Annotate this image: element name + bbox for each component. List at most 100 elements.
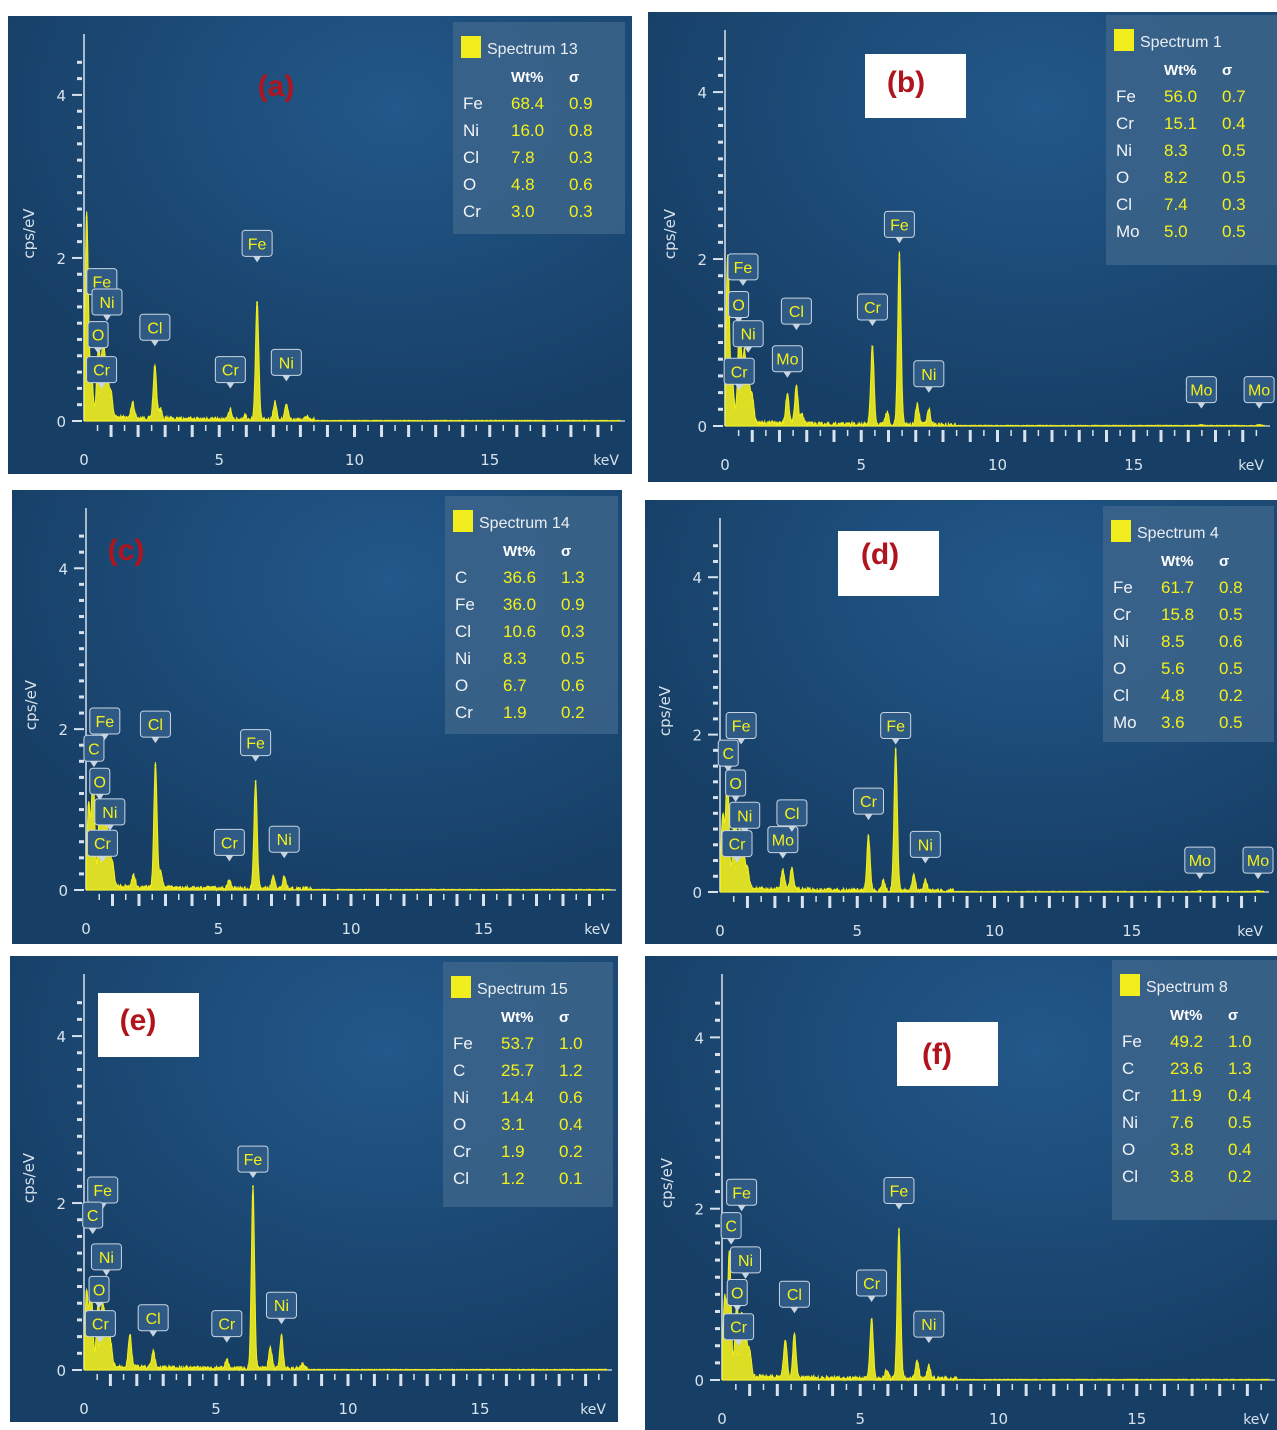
- peak-label: Fe: [880, 712, 912, 745]
- spectrum-trace: [724, 251, 1266, 428]
- x-tick-label: 10: [345, 451, 364, 469]
- legend-header-sigma: σ: [569, 69, 579, 86]
- legend-sigma-value: 1.2: [559, 1061, 583, 1080]
- peak-label-pointer: [95, 1302, 104, 1309]
- spectrum-peak: [1258, 424, 1261, 427]
- x-tick-label: 10: [341, 920, 360, 938]
- peak-label-box: [721, 830, 753, 858]
- peak-label-box: [84, 1310, 116, 1338]
- legend-sigma-value: 0.5: [1222, 222, 1246, 241]
- legend-wt-value: 1.9: [501, 1142, 525, 1161]
- peak-label-box: [723, 1313, 755, 1341]
- legend-sigma-value: 0.3: [569, 202, 593, 221]
- legend-element: O: [1113, 659, 1126, 678]
- peak-label-pointer: [94, 347, 103, 354]
- legend-wt-value: 15.1: [1164, 114, 1197, 133]
- legend-wt-value: 1.2: [501, 1169, 525, 1188]
- legend-element: Ni: [1116, 141, 1132, 160]
- legend-header-wt: Wt%: [1161, 553, 1194, 570]
- peak-label: Ni: [91, 288, 123, 322]
- peak-label: Mo: [771, 345, 803, 378]
- spectrum-peak: [898, 253, 901, 256]
- legend-table: Spectrum 1 Wt% σ Fe 56.0 0.7 Cr 15.1 0.4 Ni 8.3 0.5…: [1106, 15, 1277, 265]
- eds-panel-e: 0 2 4 cps/eV 0 5 10 15 keV Fe C Ni O Cr Cl Cr Fe Ni Spectr…: [10, 956, 618, 1422]
- x-tick-label: 0: [79, 1400, 89, 1418]
- legend-sigma-value: 0.3: [561, 622, 585, 641]
- legend-background: [443, 962, 613, 1207]
- peak-label-pointer: [737, 1205, 746, 1212]
- x-axis-unit: keV: [580, 1402, 606, 1418]
- legend-sigma-value: 0.6: [559, 1088, 583, 1107]
- legend-element: Fe: [463, 94, 483, 113]
- peak-label-pointer: [894, 1203, 903, 1210]
- peak-label: Fe: [883, 210, 915, 244]
- peak-label-pointer: [88, 1228, 97, 1235]
- legend-swatch: [1120, 974, 1140, 996]
- spectrum-peak: [285, 403, 288, 406]
- legend-spectrum-name: Spectrum 13: [487, 41, 578, 58]
- legend-element: Fe: [453, 1034, 473, 1053]
- peak-label-text: Cr: [860, 794, 878, 811]
- peak-label-text: Cr: [730, 1320, 748, 1337]
- legend-wt-value: 36.6: [503, 568, 536, 587]
- peak-label-pointer: [1197, 402, 1206, 409]
- spectrum-peak: [882, 881, 885, 884]
- spectrum-peak: [871, 345, 874, 348]
- peak-label: Cr: [723, 357, 755, 391]
- legend-element: Cl: [1116, 195, 1132, 214]
- peak-label: C: [717, 739, 739, 773]
- peak-label: Cr: [86, 356, 118, 389]
- peak-label-text: Cl: [789, 304, 804, 321]
- spectrum-peak: [109, 1343, 112, 1346]
- legend-table: Spectrum 13 Wt% σ Fe 68.4 0.9 Ni 16.0 0.8 Cl 7.8 0.…: [453, 22, 625, 234]
- peak-label-pointer: [734, 1339, 743, 1346]
- peak-label: Fe: [883, 1177, 915, 1210]
- x-axis-unit: keV: [1238, 458, 1264, 474]
- legend-element: O: [455, 676, 468, 695]
- spectrum-peak: [912, 875, 915, 878]
- peak-label: Fe: [240, 729, 272, 762]
- legend-wt-value: 25.7: [501, 1061, 534, 1080]
- peak-label-pointer: [95, 794, 104, 801]
- spectrum-peak: [739, 391, 742, 394]
- peak-label-text: Fe: [886, 719, 905, 736]
- legend-element: C: [453, 1061, 465, 1080]
- peak-label-pointer: [741, 1272, 750, 1279]
- legend-sigma-value: 0.2: [559, 1142, 583, 1161]
- x-tick-label: 0: [81, 920, 91, 938]
- spectrum-peak: [98, 1343, 101, 1346]
- spectrum-peak: [795, 387, 798, 390]
- peak-label: Ni: [94, 798, 126, 831]
- peak-label: Cr: [213, 828, 245, 862]
- legend-sigma-value: 0.8: [569, 121, 593, 140]
- legend-sigma-value: 0.5: [1219, 659, 1243, 678]
- spectrum-peak: [256, 301, 259, 304]
- peak-label-box: [211, 1310, 243, 1338]
- legend-element: C: [455, 568, 467, 587]
- spectrum-peak: [283, 876, 286, 879]
- legend-element: Fe: [455, 595, 475, 614]
- peak-label-pointer: [97, 382, 106, 389]
- peak-label-pointer: [277, 1318, 286, 1325]
- legend-wt-value: 10.6: [503, 622, 536, 641]
- peak-label: Ni: [268, 825, 300, 859]
- peak-label: Mo: [767, 826, 799, 859]
- peak-label: Ni: [730, 1246, 762, 1279]
- peak-label-text: Ni: [274, 1298, 289, 1315]
- spectrum-peak: [1198, 890, 1201, 893]
- y-tick-label: 0: [56, 413, 66, 431]
- legend-element: Cl: [1113, 686, 1129, 705]
- peak-label: Cr: [84, 1310, 116, 1343]
- legend-sigma-value: 0.6: [1219, 632, 1243, 651]
- peak-label-box: [237, 1145, 269, 1173]
- peak-label-pointer: [738, 279, 747, 286]
- legend-wt-value: 56.0: [1164, 87, 1197, 106]
- spectrum-trace: [83, 1185, 608, 1372]
- spectrum-peak: [786, 395, 789, 398]
- legend-wt-value: 3.8: [1170, 1167, 1194, 1186]
- legend-background: [445, 496, 618, 734]
- peak-label-pointer: [1195, 873, 1204, 880]
- peak-label-text: O: [94, 774, 106, 791]
